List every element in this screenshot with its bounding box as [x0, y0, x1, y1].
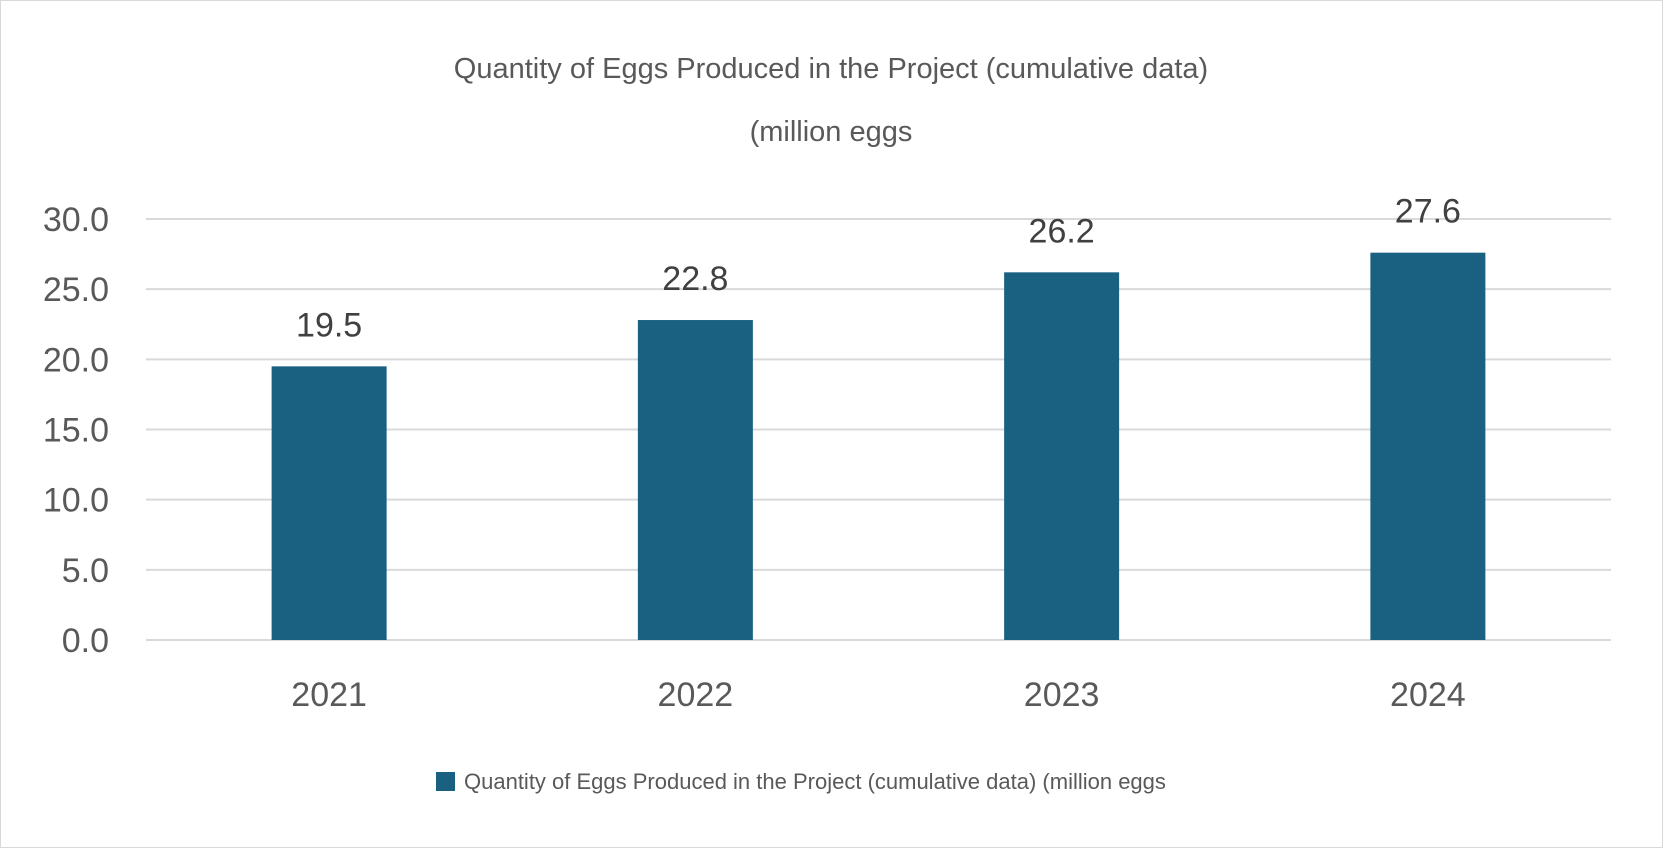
y-axis-ticks: 0.0 5.0 10.0 15.0 20.0 25.0 30.0	[43, 201, 109, 660]
y-tick-label: 25.0	[43, 271, 109, 309]
bars	[271, 252, 1486, 640]
x-tick-label: 2022	[658, 676, 734, 714]
chart-title: Quantity of Eggs Produced in the Project…	[454, 53, 1208, 85]
x-tick-label: 2021	[291, 676, 367, 714]
data-label-2023: 26.2	[1029, 212, 1095, 250]
bar-2024	[1370, 252, 1486, 640]
data-label-2024: 27.6	[1395, 193, 1461, 231]
data-label-2022: 22.8	[662, 260, 728, 298]
gridlines	[146, 218, 1611, 641]
data-label-2021: 19.5	[296, 306, 362, 344]
chart-subtitle: (million eggs	[750, 116, 913, 148]
legend-swatch	[436, 772, 455, 791]
y-tick-label: 5.0	[62, 552, 109, 590]
x-tick-label: 2024	[1390, 676, 1466, 714]
y-tick-label: 0.0	[62, 622, 109, 660]
legend-label: Quantity of Eggs Produced in the Project…	[464, 769, 1166, 794]
x-axis-ticks: 2021 2022 2023 2024	[291, 676, 1465, 714]
legend: Quantity of Eggs Produced in the Project…	[436, 769, 1166, 794]
y-tick-label: 10.0	[43, 482, 109, 520]
y-tick-label: 20.0	[43, 341, 109, 379]
bar-2022	[637, 320, 753, 640]
x-tick-label: 2023	[1024, 676, 1100, 714]
y-tick-label: 15.0	[43, 412, 109, 450]
bar-2023	[1004, 272, 1120, 640]
data-labels: 19.5 22.8 26.2 27.6	[296, 193, 1461, 345]
bar-2021	[271, 366, 387, 640]
y-tick-label: 30.0	[43, 201, 109, 239]
